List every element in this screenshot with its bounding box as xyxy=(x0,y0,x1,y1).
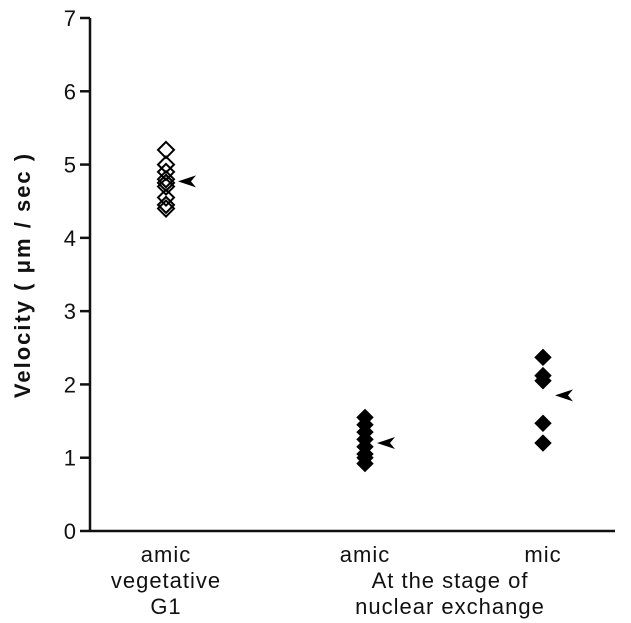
category-label: vegetative xyxy=(111,568,221,593)
y-tick-label: 1 xyxy=(64,446,76,471)
open-diamond-point xyxy=(156,199,176,218)
data-points xyxy=(156,140,552,473)
category-label: G1 xyxy=(150,594,181,619)
y-tick-label: 0 xyxy=(64,519,76,544)
y-tick-label: 5 xyxy=(64,153,76,178)
group-label: nuclear exchange xyxy=(355,594,545,619)
group-label: At the stage of xyxy=(372,568,529,593)
filled-diamond-point xyxy=(534,372,552,390)
filled-diamond-point xyxy=(356,454,374,473)
filled-diamond-point xyxy=(534,434,552,452)
open-diamond-point xyxy=(156,177,176,196)
y-tick-label: 4 xyxy=(64,226,76,251)
y-axis: 0 1 2 3 4 5 6 7 xyxy=(64,6,92,544)
mean-arrow xyxy=(377,437,395,450)
mean-arrows xyxy=(178,175,573,450)
y-axis-title: Velocity ( μm / sec ) xyxy=(10,152,35,398)
category-label: amic xyxy=(141,542,191,567)
category-label: amic xyxy=(340,542,390,567)
y-tick-label: 6 xyxy=(64,79,76,104)
y-tick-label: 3 xyxy=(64,299,76,324)
open-diamond-point xyxy=(156,169,176,189)
filled-diamond-point xyxy=(534,348,552,367)
category-label: mic xyxy=(524,542,561,567)
mean-arrow xyxy=(178,175,196,188)
open-diamond-point xyxy=(156,195,176,215)
filled-diamond-point xyxy=(534,414,552,432)
y-tick-label: 7 xyxy=(64,6,76,31)
mean-arrow xyxy=(555,389,573,402)
open-diamond-point xyxy=(156,188,176,207)
y-tick-label: 2 xyxy=(64,372,76,397)
